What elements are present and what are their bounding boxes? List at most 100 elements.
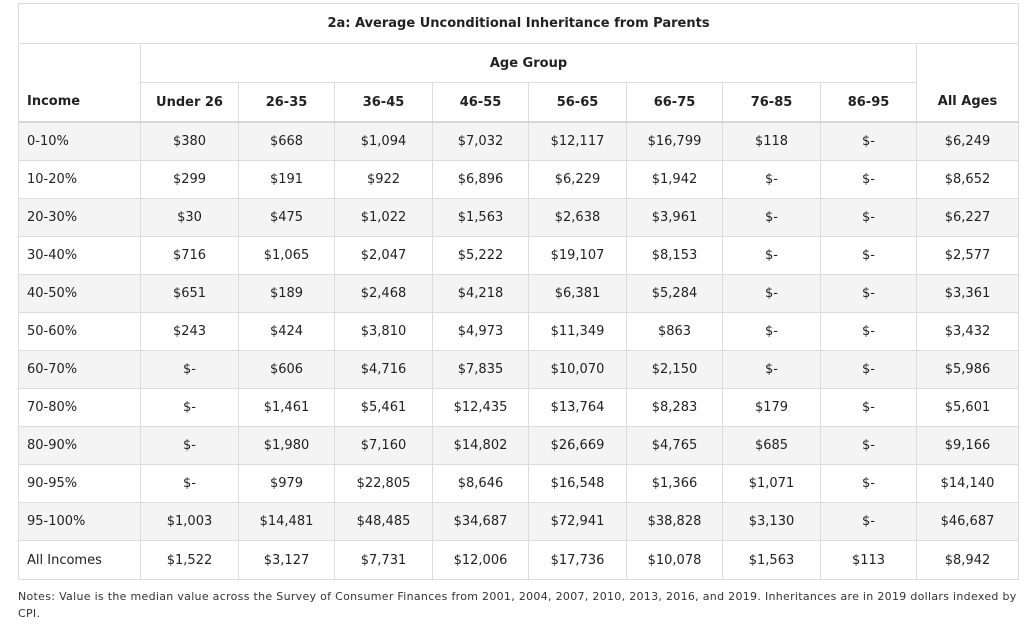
- table-row: 0-10% $380 $668 $1,094 $7,032 $12,117 $16,799 $…: [18, 121, 1019, 161]
- table-cell: $-: [820, 274, 917, 313]
- total-cell: $46,687: [916, 502, 1019, 541]
- total-cell: $9,166: [916, 426, 1019, 465]
- row-label: 10-20%: [18, 160, 141, 199]
- table-row: 10-20% $299 $191 $922 $6,896 $6,229 $1,942 $- $-…: [18, 160, 1019, 199]
- table-row: 60-70% $- $606 $4,716 $7,835 $10,070 $2,150 $- $…: [18, 350, 1019, 389]
- table-row: 50-60% $243 $424 $3,810 $4,973 $11,349 $863 $- $…: [18, 312, 1019, 351]
- total-cell: $3,361: [916, 274, 1019, 313]
- table-cell: $6,896: [432, 160, 529, 199]
- column-header-all-ages: All Ages: [916, 43, 1019, 123]
- table-row: 90-95% $- $979 $22,805 $8,646 $16,548 $1,366 $1…: [18, 464, 1019, 503]
- table-cell: $-: [140, 388, 239, 427]
- table-cell: $14,802: [432, 426, 529, 465]
- table-cell: $922: [334, 160, 433, 199]
- table-cell: $-: [820, 502, 917, 541]
- table-cell: $1,022: [334, 198, 433, 237]
- table-cell: $1,071: [722, 464, 821, 503]
- table-cell: $3,810: [334, 312, 433, 351]
- table-row: 70-80% $- $1,461 $5,461 $12,435 $13,764 $8,283…: [18, 388, 1019, 427]
- table-cell: $-: [820, 464, 917, 503]
- table-cell: $-: [140, 426, 239, 465]
- row-label: 0-10%: [18, 121, 141, 161]
- table-cell: $-: [820, 160, 917, 199]
- table-cell: $-: [722, 274, 821, 313]
- inheritance-table-container: 2a: Average Unconditional Inheritance fr…: [18, 3, 1019, 580]
- row-label: 80-90%: [18, 426, 141, 465]
- table-cell: $34,687: [432, 502, 529, 541]
- table-cell: $424: [238, 312, 335, 351]
- table-cell: $7,160: [334, 426, 433, 465]
- row-label: 95-100%: [18, 502, 141, 541]
- column-header: 66-75: [626, 82, 723, 123]
- table-cell: $14,481: [238, 502, 335, 541]
- table-row: 95-100% $1,003 $14,481 $48,485 $34,687 $72,94…: [18, 502, 1019, 541]
- table-cell: $1,461: [238, 388, 335, 427]
- total-cell: $5,986: [916, 350, 1019, 389]
- table-cell: $1,065: [238, 236, 335, 275]
- table-cell: $8,646: [432, 464, 529, 503]
- table-cell: $-: [722, 198, 821, 237]
- table-cell: $19,107: [528, 236, 627, 275]
- table-row: 30-40% $716 $1,065 $2,047 $5,222 $19,107 $8,15…: [18, 236, 1019, 275]
- table-cell: $243: [140, 312, 239, 351]
- table-cell: $3,127: [238, 540, 335, 580]
- table-cell: $299: [140, 160, 239, 199]
- table-row: 20-30% $30 $475 $1,022 $1,563 $2,638 $3,961 $- $…: [18, 198, 1019, 237]
- table-cell: $6,229: [528, 160, 627, 199]
- table-cell: $1,094: [334, 121, 433, 161]
- table-cell: $1,522: [140, 540, 239, 580]
- table-cell: $7,731: [334, 540, 433, 580]
- total-cell: $6,249: [916, 121, 1019, 161]
- table-cell: $12,117: [528, 121, 627, 161]
- table-cell: $1,563: [432, 198, 529, 237]
- table-cell: $118: [722, 121, 821, 161]
- total-cell: $5,601: [916, 388, 1019, 427]
- row-label: 20-30%: [18, 198, 141, 237]
- row-label: 70-80%: [18, 388, 141, 427]
- table-cell: $2,150: [626, 350, 723, 389]
- table-notes: Notes: Value is the median value across …: [18, 590, 1017, 620]
- table-cell: $4,716: [334, 350, 433, 389]
- table-cell: $11,349: [528, 312, 627, 351]
- table-cell: $13,764: [528, 388, 627, 427]
- table-cell: $651: [140, 274, 239, 313]
- column-header-row: Under 26 26-35 36-45 46-55 56-65 66-75 7…: [19, 82, 1019, 123]
- column-header: 46-55: [432, 82, 529, 123]
- table-cell: $685: [722, 426, 821, 465]
- column-header: 76-85: [722, 82, 821, 123]
- row-label: 60-70%: [18, 350, 141, 389]
- table-cell: $10,078: [626, 540, 723, 580]
- table-cell: $1,563: [722, 540, 821, 580]
- total-cell: $8,942: [916, 540, 1019, 580]
- table-cell: $191: [238, 160, 335, 199]
- age-group-header: Age Group: [140, 43, 917, 83]
- table-cell: $6,381: [528, 274, 627, 313]
- table-cell: $-: [140, 350, 239, 389]
- table-cell: $7,835: [432, 350, 529, 389]
- row-label: All Incomes: [18, 540, 141, 580]
- table-cell: $-: [820, 350, 917, 389]
- row-label: 30-40%: [18, 236, 141, 275]
- table-cell: $5,461: [334, 388, 433, 427]
- table-cell: $4,765: [626, 426, 723, 465]
- row-label: 50-60%: [18, 312, 141, 351]
- table-cell: $-: [140, 464, 239, 503]
- table-cell: $48,485: [334, 502, 433, 541]
- table-cell: $179: [722, 388, 821, 427]
- total-cell: $3,432: [916, 312, 1019, 351]
- column-header: Under 26: [140, 82, 239, 123]
- table-cell: $716: [140, 236, 239, 275]
- table-cell: $1,942: [626, 160, 723, 199]
- table-cell: $72,941: [528, 502, 627, 541]
- column-header: 26-35: [238, 82, 335, 123]
- table-cell: $-: [722, 160, 821, 199]
- table-cell: $10,070: [528, 350, 627, 389]
- table-cell: $979: [238, 464, 335, 503]
- total-cell: $8,652: [916, 160, 1019, 199]
- column-header: 56-65: [528, 82, 627, 123]
- row-header-income: Income: [18, 43, 141, 123]
- table-cell: $606: [238, 350, 335, 389]
- table-cell: $-: [820, 312, 917, 351]
- table-cell: $12,435: [432, 388, 529, 427]
- table-cell: $1,003: [140, 502, 239, 541]
